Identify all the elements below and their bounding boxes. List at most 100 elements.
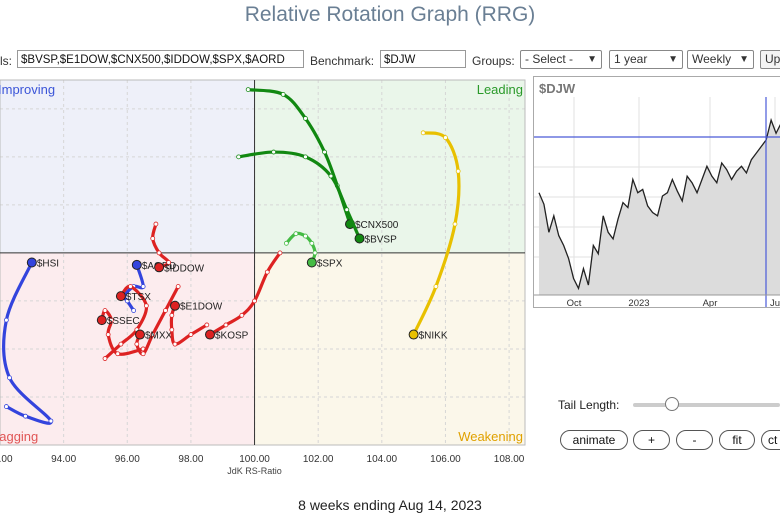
frequency-select[interactable]: Weekly ▼ xyxy=(687,50,754,69)
symbols-label: ls: xyxy=(0,54,12,68)
mini-x-tick-label: Apr xyxy=(703,298,718,308)
quadrant-label-leading: Leading xyxy=(477,82,523,97)
tail-point xyxy=(150,332,156,337)
series-spx: $SPX xyxy=(283,231,343,270)
series-label: $KOSP xyxy=(215,331,249,342)
frequency-select-value: Weekly xyxy=(692,52,732,66)
page-title: Relative Rotation Graph (RRG) xyxy=(244,3,536,26)
tail-point xyxy=(166,260,172,265)
chevron-down-icon: ▼ xyxy=(587,54,597,65)
series-iddow: $IDDOW xyxy=(150,221,205,274)
head-point xyxy=(354,233,365,244)
x-tick-label: 92.00 xyxy=(0,454,13,465)
series-nikk: $NIKK xyxy=(408,130,461,342)
head-point xyxy=(306,257,317,268)
x-tick-label: 102.00 xyxy=(303,454,334,465)
series-label: $MXX xyxy=(145,331,173,342)
tail-point xyxy=(102,356,108,361)
tail-point xyxy=(156,250,162,256)
tail-point xyxy=(169,327,175,333)
x-tick-label: 106.00 xyxy=(430,454,461,465)
x-tick-label: 98.00 xyxy=(178,454,203,465)
series-label: $SSEC xyxy=(107,316,140,327)
mini-line xyxy=(538,117,780,291)
x-tick-label: 96.00 xyxy=(115,454,140,465)
tail-point xyxy=(131,308,137,313)
center-button[interactable]: ct xyxy=(761,430,780,450)
tail-point xyxy=(236,154,242,160)
tail-point xyxy=(124,298,130,304)
tail-point xyxy=(3,404,9,409)
tail-point xyxy=(140,351,146,357)
head-point xyxy=(170,300,180,311)
tail-point xyxy=(7,375,12,381)
tail-length-slider-thumb[interactable] xyxy=(665,397,679,411)
groups-select-value: - Select - xyxy=(525,52,574,66)
tail-point xyxy=(143,303,149,309)
x-tick-label: 100.00 xyxy=(239,454,270,465)
rrg-chart: Improving Leading Lagging Weakening 92.00 94.… xyxy=(0,79,526,475)
series-label: $CNX500 xyxy=(355,220,399,231)
quadrant-weakening-bg xyxy=(254,252,525,445)
fit-button[interactable]: fit xyxy=(719,430,755,450)
tail-point xyxy=(188,332,194,337)
quadrant-label-weakening: Weakening xyxy=(458,429,523,444)
tail-point xyxy=(163,308,168,313)
tail-point xyxy=(204,322,210,328)
series-label: $E1DOW xyxy=(180,302,223,313)
tail-point xyxy=(115,351,121,357)
zoom-out-button[interactable]: - xyxy=(676,430,713,450)
benchmark-input[interactable]: $DJW xyxy=(380,50,466,68)
x-tick-label: 108.00 xyxy=(494,454,525,465)
tail-point xyxy=(172,341,178,347)
mini-chart-plot: Oct 2023 Apr Ju xyxy=(534,97,780,308)
groups-label: Groups: xyxy=(472,54,515,68)
groups-select[interactable]: - Select - ▼ xyxy=(520,50,602,69)
tail-point xyxy=(223,322,229,328)
x-tick-label: 94.00 xyxy=(51,454,76,465)
mini-x-tick-label: 2023 xyxy=(628,298,649,308)
tail-point xyxy=(175,284,181,289)
tail-point xyxy=(48,418,54,424)
tail-point xyxy=(169,312,175,318)
tail-point xyxy=(153,221,159,227)
toolbar: ls: $BVSP,$E1DOW,$CNX500,$IDDOW,$SPX,$AO… xyxy=(0,50,780,72)
tail-point xyxy=(128,284,133,289)
mini-area xyxy=(539,120,780,295)
chevron-down-icon: ▼ xyxy=(668,54,678,65)
tail-length-label: Tail Length: xyxy=(558,398,620,412)
period-select-value: 1 year xyxy=(614,52,648,66)
tail-point xyxy=(303,233,308,239)
tail-point xyxy=(303,116,308,121)
tail-point xyxy=(309,240,315,246)
tail-line xyxy=(237,150,362,241)
tail-point xyxy=(102,308,108,313)
tail-point xyxy=(283,240,289,246)
head-point xyxy=(135,329,145,340)
tail-point xyxy=(293,231,299,237)
tail-point xyxy=(312,250,318,256)
animate-button[interactable]: animate xyxy=(560,430,628,450)
update-button[interactable]: Up xyxy=(760,50,780,69)
tail-point xyxy=(140,284,146,289)
series-tsx: $TSX xyxy=(102,284,151,361)
plot-border xyxy=(0,79,526,446)
period-select[interactable]: 1 year ▼ xyxy=(609,50,683,69)
tail-point xyxy=(455,168,461,174)
series-label: $IDDOW xyxy=(164,263,205,274)
tail-point xyxy=(277,250,283,256)
tail-point xyxy=(118,341,124,347)
series-bvsp: $BVSP xyxy=(236,149,397,245)
symbols-input[interactable]: $BVSP,$E1DOW,$CNX500,$IDDOW,$SPX,$AORD xyxy=(17,50,304,68)
tail-point xyxy=(252,298,257,304)
tail-point xyxy=(443,135,448,141)
series-kosp: $KOSP xyxy=(205,250,283,342)
zoom-in-button[interactable]: + xyxy=(633,430,670,450)
head-point xyxy=(205,329,215,340)
x-axis-label: JdK RS-Ratio xyxy=(227,466,282,475)
tail-length-slider-track[interactable] xyxy=(633,403,780,407)
head-point xyxy=(26,257,37,268)
head-point xyxy=(154,262,165,273)
tail-point xyxy=(322,149,327,155)
tail-point xyxy=(245,87,251,93)
